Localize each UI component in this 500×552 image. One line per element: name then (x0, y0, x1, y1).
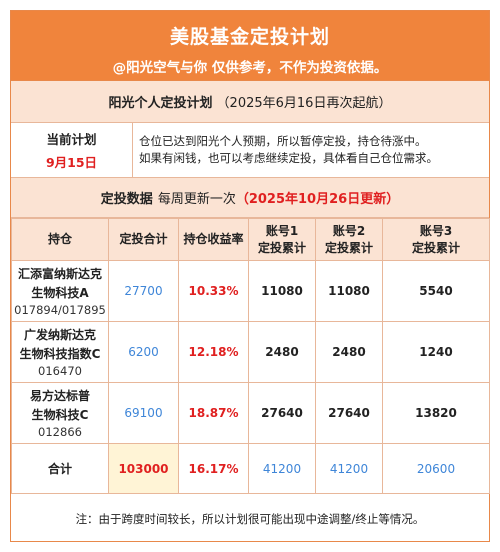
page-title: 美股基金定投计划 (169, 26, 330, 48)
data-update-date: （2025年10月26日更新） (235, 192, 400, 207)
fund-account-1: 11080 (248, 260, 316, 322)
header-total: 定投合计 (108, 218, 179, 261)
header-account-1-name: 账号1 (265, 223, 299, 238)
fund-account-3: 5540 (382, 260, 490, 322)
data-frequency: 每周更新一次 (157, 192, 236, 207)
total-account-3: 20600 (382, 443, 490, 494)
fund-code: 016470 (38, 364, 82, 378)
current-plan-label: 当前计划 (46, 132, 97, 147)
fund-name-line-1: 汇添富纳斯达克 (17, 267, 102, 281)
fund-total: 6200 (108, 321, 179, 383)
current-plan-date: 9月15日 (45, 155, 98, 170)
table-header-row: 持仓 定投合计 持仓收益率 账号1 定投累计 账号2 定投累计 账号3 定投累计 (11, 218, 490, 261)
fund-cell: 广发纳斯达克 生物科技指数C 016470 (11, 321, 109, 383)
plan-name: 阳光个人定投计划 (108, 96, 213, 111)
footer-note: 注：由于跨度时间较长，所以计划很可能出现中途调整/终止等情况。 (75, 512, 425, 526)
header-account-2-name: 账号2 (332, 223, 366, 238)
fund-code: 017894/017895 (14, 303, 106, 317)
table-row: 广发纳斯达克 生物科技指数C 016470 6200 12.18% 2480 2… (11, 321, 490, 383)
header-account-2: 账号2 定投累计 (315, 218, 383, 261)
status-section: 当前计划 9月15日 仓位已达到阳光个人预期，所以暂停定投，持仓待涨中。 如果有… (11, 123, 489, 178)
header-account-3-name: 账号3 (419, 223, 453, 238)
fund-name-line-1: 广发纳斯达克 (23, 328, 96, 342)
page-subtitle: @阳光空气与你 仅供参考，不作为投资依据。 (112, 60, 388, 76)
status-line-1: 仓位已达到阳光个人预期，所以暂停定投，持仓待涨中。 (139, 134, 427, 148)
total-row: 合计 103000 16.17% 41200 41200 20600 (11, 443, 490, 494)
total-label: 合计 (11, 443, 109, 494)
status-text: 仓位已达到阳光个人预期，所以暂停定投，持仓待涨中。 如果有闲钱，也可以考虑继续定… (133, 123, 489, 177)
fund-code: 012866 (38, 425, 82, 439)
fund-account-2: 27640 (315, 382, 383, 444)
fund-name-line-2: 生物科技指数C (19, 347, 101, 361)
fund-name-line-1: 易方达标普 (29, 389, 90, 403)
header-account-3-sub: 定投累计 (411, 240, 460, 255)
table-row: 易方达标普 生物科技C 012866 69100 18.87% 27640 27… (11, 382, 490, 444)
fund-account-1: 2480 (248, 321, 316, 383)
fund-return: 18.87% (178, 382, 249, 444)
fund-return: 10.33% (178, 260, 249, 322)
fund-name-line-2: 生物科技C (31, 408, 89, 422)
header-account-1: 账号1 定投累计 (248, 218, 316, 261)
fund-account-2: 2480 (315, 321, 383, 383)
data-label: 定投数据 (100, 192, 153, 207)
data-title-bar: 定投数据 每周更新一次 （2025年10月26日更新） (11, 178, 489, 218)
total-account-1: 41200 (248, 443, 316, 494)
fund-cell: 易方达标普 生物科技C 012866 (11, 382, 109, 444)
fund-account-2: 11080 (315, 260, 383, 322)
fund-cell: 汇添富纳斯达克 生物科技A 017894/017895 (11, 260, 109, 322)
plan-note: （2025年6月16日再次起航） (216, 96, 392, 111)
header: 美股基金定投计划 @阳光空气与你 仅供参考，不作为投资依据。 (11, 11, 489, 81)
total-account-2: 41200 (315, 443, 383, 494)
total-return: 16.17% (178, 443, 249, 494)
fund-name-line-2: 生物科技A (31, 286, 89, 300)
fund-return: 12.18% (178, 321, 249, 383)
plan-card: 美股基金定投计划 @阳光空气与你 仅供参考，不作为投资依据。 阳光个人定投计划 … (10, 10, 490, 542)
header-account-1-sub: 定投累计 (257, 240, 306, 255)
fund-total: 27700 (108, 260, 179, 322)
fund-account-3: 13820 (382, 382, 490, 444)
current-plan-cell: 当前计划 9月15日 (11, 123, 133, 177)
total-amount: 103000 (108, 443, 179, 494)
fund-account-1: 27640 (248, 382, 316, 444)
holdings-table: 持仓 定投合计 持仓收益率 账号1 定投累计 账号2 定投累计 账号3 定投累计… (11, 218, 490, 494)
plan-title-bar: 阳光个人定投计划 （2025年6月16日再次起航） (11, 81, 489, 123)
header-account-3: 账号3 定投累计 (382, 218, 490, 261)
table-row: 汇添富纳斯达克 生物科技A 017894/017895 27700 10.33%… (11, 260, 490, 322)
header-return: 持仓收益率 (178, 218, 249, 261)
header-holding: 持仓 (11, 218, 109, 261)
fund-account-3: 1240 (382, 321, 490, 383)
header-account-2-sub: 定投累计 (324, 240, 373, 255)
fund-total: 69100 (108, 382, 179, 444)
status-line-2: 如果有闲钱，也可以考虑继续定投，具体看自己仓位需求。 (139, 151, 438, 165)
